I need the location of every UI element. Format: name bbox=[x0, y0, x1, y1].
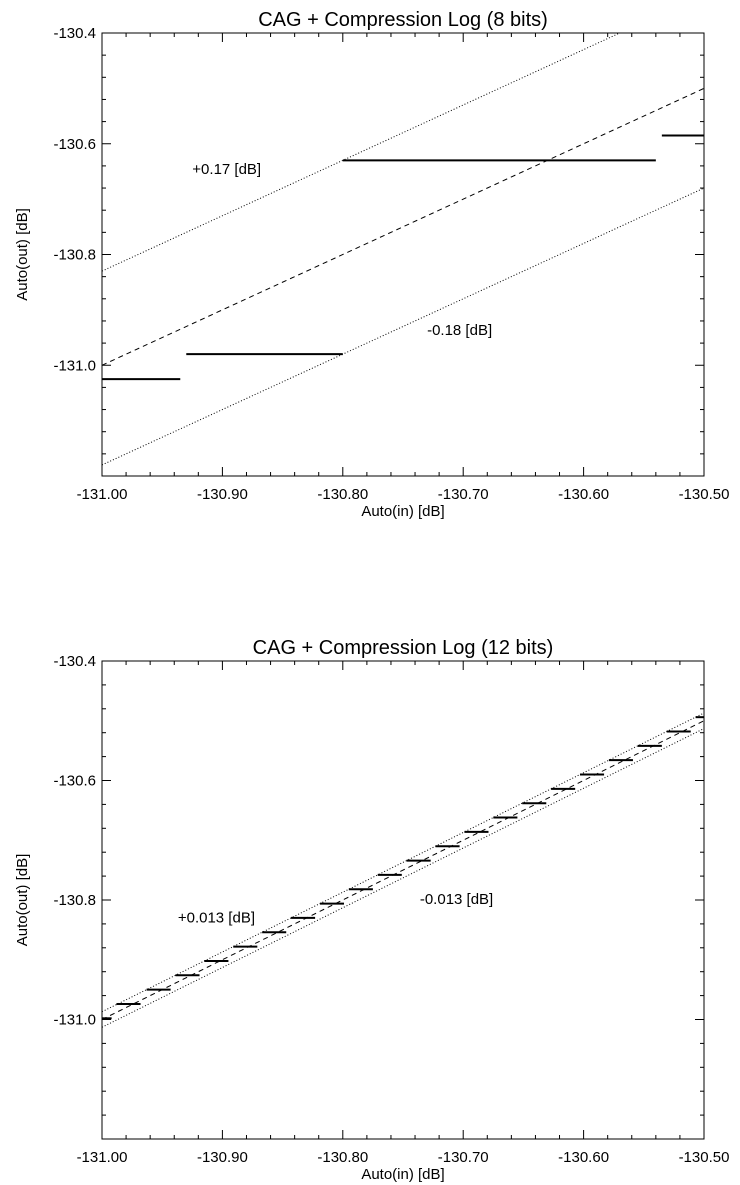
y-tick-label: -130.8 bbox=[53, 892, 96, 909]
chart-1: CAG + Compression Log (8 bits) -131.00 -13… bbox=[14, 9, 730, 520]
y-tick-label: -131.0 bbox=[53, 1012, 96, 1029]
x-tick-label: -130.70 bbox=[438, 486, 489, 503]
y-axis-label: Auto(out) [dB] bbox=[14, 854, 31, 947]
x-tick-label: -130.60 bbox=[558, 486, 609, 503]
x-tick-label: -130.90 bbox=[197, 486, 248, 503]
x-tick-label: -130.50 bbox=[679, 486, 730, 503]
x-tick-label: -130.80 bbox=[317, 1149, 368, 1166]
x-tick-label: -130.80 bbox=[317, 486, 368, 503]
y-tick-label: -130.6 bbox=[53, 773, 96, 790]
identity-dashed-line bbox=[102, 720, 704, 1020]
bound-annotation: +0.17 [dB] bbox=[192, 161, 261, 178]
y-tick-label: -131.0 bbox=[53, 357, 96, 374]
error-bound-dotted-line bbox=[102, 187, 704, 466]
error-bound-dotted-line bbox=[102, 728, 704, 1028]
x-tick-label: -130.90 bbox=[197, 1149, 248, 1166]
y-axis-label: Auto(out) [dB] bbox=[14, 208, 31, 301]
bound-annotation: -0.18 [dB] bbox=[427, 322, 492, 339]
y-tick-label: -130.6 bbox=[53, 136, 96, 153]
y-tick-label: -130.4 bbox=[53, 25, 96, 42]
x-tick-label: -131.00 bbox=[77, 486, 128, 503]
x-tick-label: -130.70 bbox=[438, 1149, 489, 1166]
plot-area bbox=[102, 33, 704, 466]
x-axis-label: Auto(in) [dB] bbox=[361, 1166, 444, 1183]
bound-annotation: +0.013 [dB] bbox=[178, 910, 255, 927]
plot-frame bbox=[101, 32, 705, 477]
bound-annotation: -0.013 [dB] bbox=[420, 891, 493, 908]
y-tick-label: -130.4 bbox=[53, 653, 96, 670]
error-bound-dotted-line bbox=[102, 712, 704, 1013]
error-bound-dotted-line bbox=[102, 33, 621, 272]
chart-title: CAG + Compression Log (8 bits) bbox=[258, 9, 548, 31]
x-axis-label: Auto(in) [dB] bbox=[361, 503, 444, 520]
plot-area bbox=[102, 712, 704, 1028]
identity-dashed-line bbox=[102, 87, 704, 366]
x-tick-label: -131.00 bbox=[77, 1149, 128, 1166]
y-tick-label: -130.8 bbox=[53, 247, 96, 264]
x-tick-label: -130.50 bbox=[679, 1149, 730, 1166]
chart-2: CAG + Compression Log (12 bits) -131.00 -1… bbox=[14, 637, 729, 1183]
x-tick-label: -130.60 bbox=[558, 1149, 609, 1166]
plot-frame bbox=[101, 660, 705, 1140]
chart-title: CAG + Compression Log (12 bits) bbox=[253, 637, 554, 659]
